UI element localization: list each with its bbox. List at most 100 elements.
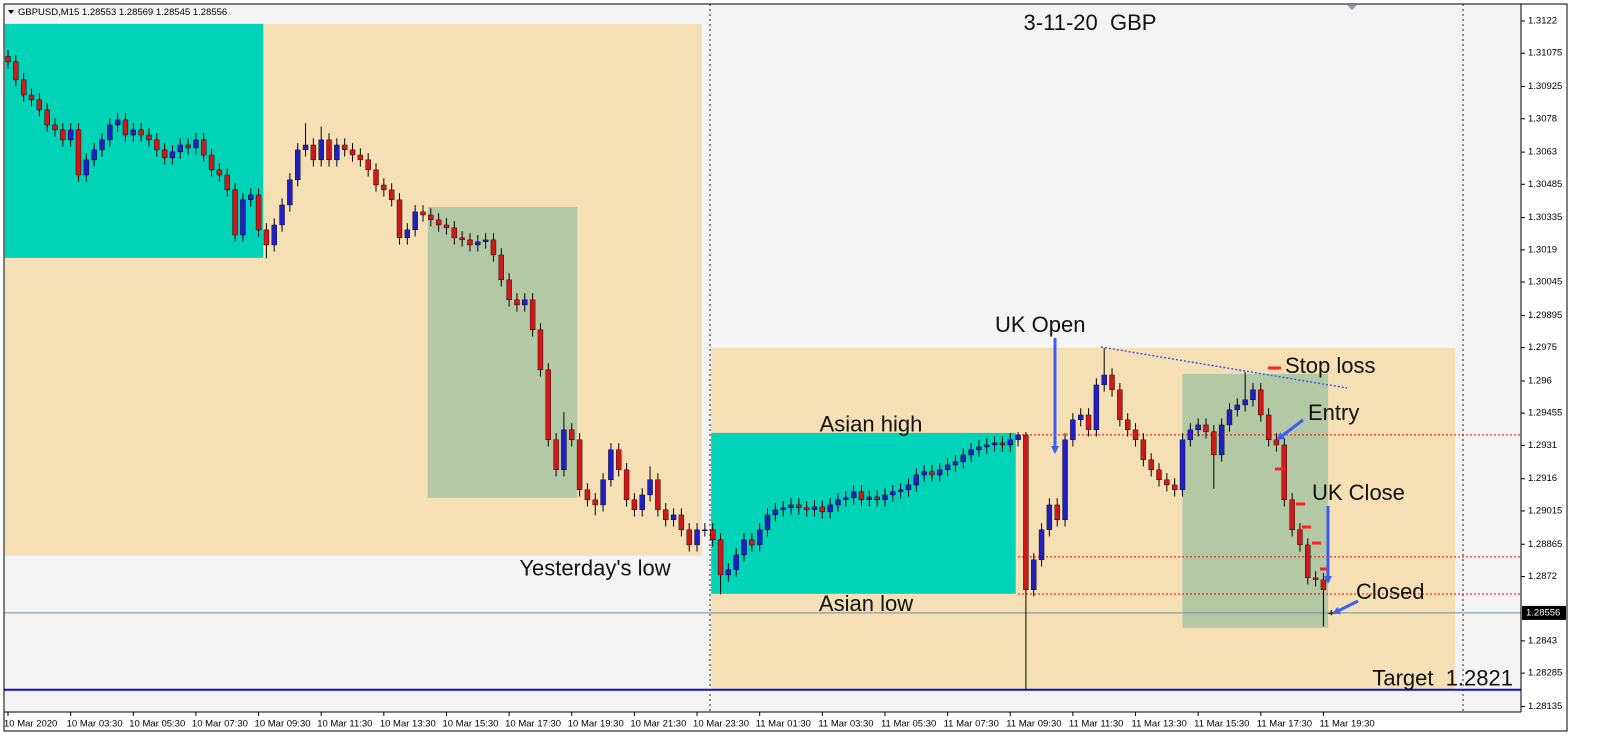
candle-down — [467, 239, 473, 246]
candle-down — [1171, 484, 1178, 491]
menu-marker[interactable] — [8, 10, 14, 14]
candle-down — [365, 159, 371, 171]
candle-up — [1218, 424, 1225, 456]
candle-down — [717, 539, 724, 576]
candle-up — [827, 504, 833, 513]
candle-down — [5, 56, 11, 63]
x-tick-label: 10 Mar 11:30 — [317, 719, 372, 730]
y-tick-label: 1.31075 — [1528, 48, 1562, 59]
candle-down — [459, 237, 465, 241]
y-tick-label: 1.296 — [1528, 375, 1552, 386]
x-tick-label: 11 Mar 15:30 — [1194, 719, 1249, 730]
candle-up — [937, 469, 943, 476]
candle-down — [435, 219, 442, 226]
x-tick-label: 10 Mar 23:30 — [693, 719, 749, 730]
y-tick-label: 1.29015 — [1528, 505, 1562, 516]
candle-up — [811, 506, 818, 511]
candle-up — [1328, 612, 1334, 615]
candle-down — [1273, 439, 1280, 446]
candle-up — [1195, 424, 1201, 431]
candle-down — [584, 489, 591, 501]
candle-up — [741, 539, 747, 556]
high: 1.28569 — [119, 7, 153, 18]
candle-up — [1078, 414, 1084, 421]
candle-up — [248, 194, 254, 201]
candle-down — [1211, 431, 1217, 456]
candle-up — [1234, 404, 1241, 411]
x-tick-label: 10 Mar 13:30 — [380, 719, 436, 730]
candle-down — [858, 491, 865, 501]
candle-down — [514, 299, 520, 306]
arrow — [1332, 599, 1359, 615]
candle-down — [874, 496, 880, 501]
y-tick-label: 1.3122 — [1528, 16, 1557, 27]
candle-down — [75, 129, 82, 176]
candle-up — [412, 211, 418, 231]
candle-down — [529, 299, 536, 331]
zone — [4, 23, 264, 258]
candle-up — [976, 446, 982, 451]
y-tick-label: 1.30045 — [1528, 277, 1562, 288]
y-tick-label: 1.2872 — [1528, 571, 1557, 582]
candle-down — [686, 529, 692, 546]
candle-down — [443, 224, 450, 229]
candle-up — [302, 144, 309, 151]
candle-up — [1101, 374, 1107, 386]
candle-up — [1007, 439, 1013, 446]
candle-up — [475, 241, 481, 246]
candle-up — [600, 479, 606, 506]
candle-up — [271, 224, 277, 246]
candle-up — [882, 494, 888, 501]
annotation: Closed — [1356, 579, 1424, 604]
candle-up — [1070, 419, 1076, 441]
candle-down — [28, 94, 35, 101]
candle-up — [968, 449, 974, 456]
candle-down — [185, 144, 191, 149]
y-tick-label: 1.28285 — [1528, 668, 1562, 679]
x-tick-label: 10 Mar 2020 — [4, 719, 57, 730]
candle-down — [576, 439, 583, 491]
candle-up — [177, 144, 183, 153]
candle-down — [553, 439, 559, 471]
candle-down — [1305, 544, 1311, 578]
candle-up — [193, 139, 199, 149]
candle-down — [623, 469, 630, 501]
zone — [711, 432, 1016, 594]
x-tick-label: 10 Mar 15:30 — [442, 719, 498, 730]
candle-down — [1320, 579, 1327, 590]
candle-up — [835, 499, 841, 506]
y-tick-label: 1.2916 — [1528, 473, 1557, 484]
candle-down — [1281, 444, 1287, 501]
candle-up — [725, 569, 732, 576]
x-tick-label: 10 Mar 17:30 — [505, 719, 561, 730]
candle-up — [1242, 399, 1248, 406]
candle-down — [1203, 424, 1209, 433]
candle-up — [788, 504, 794, 509]
y-tick-label: 1.2975 — [1528, 342, 1557, 353]
candle-down — [1085, 414, 1092, 431]
candle-down — [146, 134, 152, 141]
open: 1.28553 — [82, 7, 116, 18]
candle-down — [710, 529, 716, 541]
candle-up — [991, 442, 998, 446]
candle-down — [1117, 389, 1123, 421]
chart-title: 3-11-20 GBP — [1024, 10, 1157, 35]
candle-up — [694, 529, 700, 546]
level-label: Asian high — [820, 412, 923, 437]
y-tick-label: 1.28865 — [1528, 539, 1562, 550]
candle-up — [279, 204, 285, 226]
candle-down — [310, 144, 317, 161]
x-tick-label: 10 Mar 09:30 — [255, 719, 311, 730]
x-tick-label: 11 Mar 05:30 — [881, 719, 936, 730]
x-tick-label: 11 Mar 09:30 — [1006, 719, 1061, 730]
candle-down — [232, 189, 238, 236]
candle-down — [663, 509, 669, 521]
candle-up — [608, 449, 614, 481]
candle-up — [944, 464, 951, 471]
candle-down — [255, 194, 262, 231]
candle-down — [420, 211, 426, 216]
candle-down — [1164, 479, 1170, 486]
candle-down — [1258, 389, 1264, 416]
header: GBPUSD,M15 1.28553 1.28569 1.28545 1.285… — [18, 7, 227, 18]
